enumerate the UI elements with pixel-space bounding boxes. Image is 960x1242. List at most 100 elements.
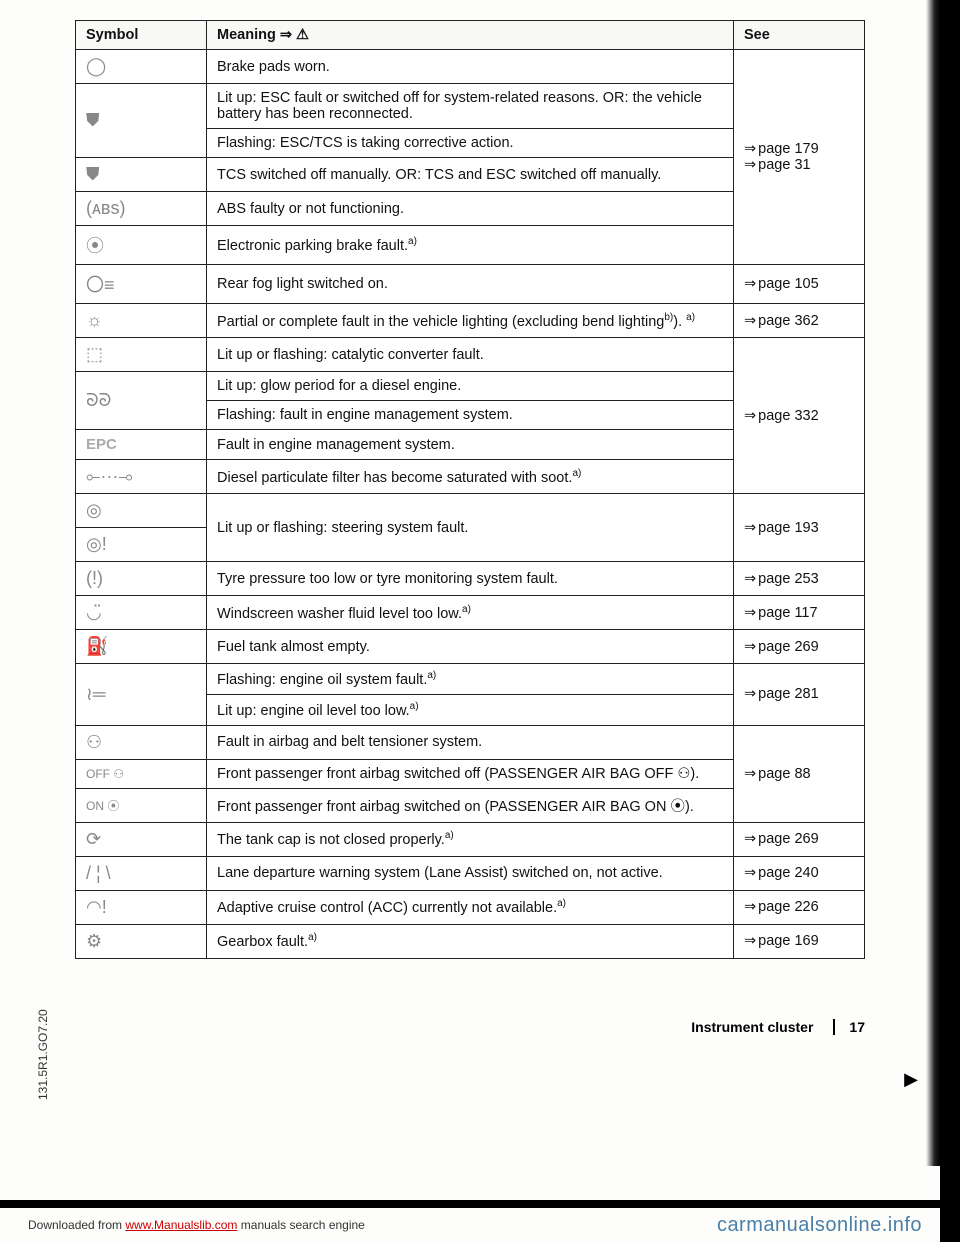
meaning-cell: The tank cap is not closed properly.a) <box>207 822 734 856</box>
table-row: 〇≡ Rear fog light switched on. page 105 <box>76 265 865 304</box>
page-ref: page 281 <box>744 686 819 702</box>
watermark-bar: Downloaded from www.Manualslib.com manua… <box>0 1208 940 1242</box>
meaning-cell: Diesel particulate filter has become sat… <box>207 460 734 494</box>
indicator-table: Symbol Meaning ⇒ ⚠ See ◯ Brake pads worn… <box>75 20 865 959</box>
tpms-icon: (!) <box>76 562 207 596</box>
table-row: ☼ Partial or complete fault in the vehic… <box>76 304 865 338</box>
meaning-cell: Windscreen washer fluid level too low.a) <box>207 596 734 630</box>
meaning-cell: TCS switched off manually. OR: TCS and E… <box>207 158 734 192</box>
dpf-icon: ⟜⋯⊸ <box>76 460 207 494</box>
glow-icon: ᘐᘐ <box>76 372 207 430</box>
manual-page: 131.5R1.GO7.20 Symbol Meaning ⇒ ⚠ See ◯ … <box>0 0 940 1200</box>
table-row: ⚙ Gearbox fault.a) page 169 <box>76 924 865 958</box>
page-ref: page 332 <box>744 408 819 424</box>
airbag-on-icon: ON ⦿ <box>76 788 207 822</box>
page-ref: page 269 <box>744 831 819 847</box>
see-cell: page 193 <box>734 494 865 562</box>
fuel-icon: ⛽ <box>76 630 207 664</box>
page-ref: page 169 <box>744 933 819 949</box>
meaning-cell: Gearbox fault.a) <box>207 924 734 958</box>
table-row: ⟳ The tank cap is not closed properly.a)… <box>76 822 865 856</box>
rear-fog-icon: 〇≡ <box>76 265 207 304</box>
meaning-cell: Flashing: ESC/TCS is taking corrective a… <box>207 129 734 158</box>
side-print-code: 131.5R1.GO7.20 <box>36 1009 50 1100</box>
washer-icon: ◡̈ <box>76 596 207 630</box>
catalytic-icon: ⬚ <box>76 338 207 372</box>
meaning-cell: Lane departure warning system (Lane Assi… <box>207 856 734 890</box>
meaning-cell: Lit up or flashing: steering system faul… <box>207 494 734 562</box>
meaning-cell: Lit up or flashing: catalytic converter … <box>207 338 734 372</box>
page-ref: page 179 <box>744 141 819 157</box>
section-title: Instrument cluster <box>691 1019 813 1035</box>
header-see: See <box>734 21 865 50</box>
page-ref: page 117 <box>744 605 818 621</box>
tank-cap-icon: ⟳ <box>76 822 207 856</box>
esc-icon: ⛊ <box>76 84 207 158</box>
table-row: (!) Tyre pressure too low or tyre monito… <box>76 562 865 596</box>
epc-icon: EPC <box>76 430 207 460</box>
bulb-icon: ☼ <box>76 304 207 338</box>
lane-assist-icon: / ¦ \ <box>76 856 207 890</box>
header-symbol: Symbol <box>76 21 207 50</box>
table-row: / ¦ \ Lane departure warning system (Lan… <box>76 856 865 890</box>
page-ref: page 31 <box>744 157 811 173</box>
meaning-cell: ABS faulty or not functioning. <box>207 192 734 226</box>
page-ref: page 362 <box>744 313 819 329</box>
table-row: ⬚ Lit up or flashing: catalytic converte… <box>76 338 865 372</box>
page-edge-shadow <box>926 0 940 1166</box>
table-row: ◡̈ Windscreen washer fluid level too low… <box>76 596 865 630</box>
airbag-off-icon: OFF ⚇ <box>76 759 207 788</box>
meaning-cell: Flashing: engine oil system fault.a) <box>207 664 734 695</box>
see-cell: page 269 <box>734 630 865 664</box>
manualslib-link[interactable]: www.Manualslib.com <box>125 1218 237 1232</box>
meaning-cell: Tyre pressure too low or tyre monitoring… <box>207 562 734 596</box>
see-cell: page 281 <box>734 664 865 726</box>
epb-icon: ⦿ <box>76 226 207 265</box>
meaning-cell: Fault in engine management system. <box>207 430 734 460</box>
site-watermark: carmanualsonline.info <box>717 1214 922 1237</box>
table-header-row: Symbol Meaning ⇒ ⚠ See <box>76 21 865 50</box>
header-meaning: Meaning ⇒ ⚠ <box>207 21 734 50</box>
page-footer: Instrument cluster 17 <box>75 1019 865 1035</box>
meaning-cell: Lit up: ESC fault or switched off for sy… <box>207 84 734 129</box>
table-row: ◠! Adaptive cruise control (ACC) current… <box>76 890 865 924</box>
download-suffix: manuals search engine <box>237 1218 364 1232</box>
tcs-icon: ⛊ <box>76 158 207 192</box>
continue-triangle-icon: ▶ <box>904 1069 918 1090</box>
see-cell: page 226 <box>734 890 865 924</box>
meaning-cell: Partial or complete fault in the vehicle… <box>207 304 734 338</box>
abs-icon: (ᴀʙs) <box>76 192 207 226</box>
meaning-cell: Flashing: fault in engine management sys… <box>207 401 734 430</box>
steering-icon: ◎ <box>76 494 207 528</box>
meaning-cell: Front passenger front airbag switched of… <box>207 759 734 788</box>
download-prefix: Downloaded from <box>28 1218 125 1232</box>
meaning-cell: Adaptive cruise control (ACC) currently … <box>207 890 734 924</box>
see-cell: page 362 <box>734 304 865 338</box>
table-row: ◯ Brake pads worn. page 179 page 31 <box>76 50 865 84</box>
see-cell: page 105 <box>734 265 865 304</box>
meaning-cell: Front passenger front airbag switched on… <box>207 788 734 822</box>
see-cell: page 117 <box>734 596 865 630</box>
see-cell: page 269 <box>734 822 865 856</box>
page-ref: page 105 <box>744 276 819 292</box>
page-ref: page 88 <box>744 766 811 782</box>
steering-fault-icon: ◎! <box>76 528 207 562</box>
table-row: ≀═ Flashing: engine oil system fault.a) … <box>76 664 865 695</box>
acc-icon: ◠! <box>76 890 207 924</box>
meaning-cell: Fuel tank almost empty. <box>207 630 734 664</box>
oil-icon: ≀═ <box>76 664 207 726</box>
gearbox-icon: ⚙ <box>76 924 207 958</box>
see-cell: page 179 page 31 <box>734 50 865 265</box>
page-ref: page 226 <box>744 899 819 915</box>
brake-pads-icon: ◯ <box>76 50 207 84</box>
see-cell: page 253 <box>734 562 865 596</box>
meaning-cell: Lit up: engine oil level too low.a) <box>207 694 734 725</box>
page-ref: page 253 <box>744 571 819 587</box>
meaning-cell: Rear fog light switched on. <box>207 265 734 304</box>
page-ref: page 193 <box>744 520 819 536</box>
table-row: ⛽ Fuel tank almost empty. page 269 <box>76 630 865 664</box>
table-row: ◎ Lit up or flashing: steering system fa… <box>76 494 865 528</box>
download-notice: Downloaded from www.Manualslib.com manua… <box>28 1218 365 1232</box>
meaning-cell: Fault in airbag and belt tensioner syste… <box>207 725 734 759</box>
meaning-cell: Brake pads worn. <box>207 50 734 84</box>
